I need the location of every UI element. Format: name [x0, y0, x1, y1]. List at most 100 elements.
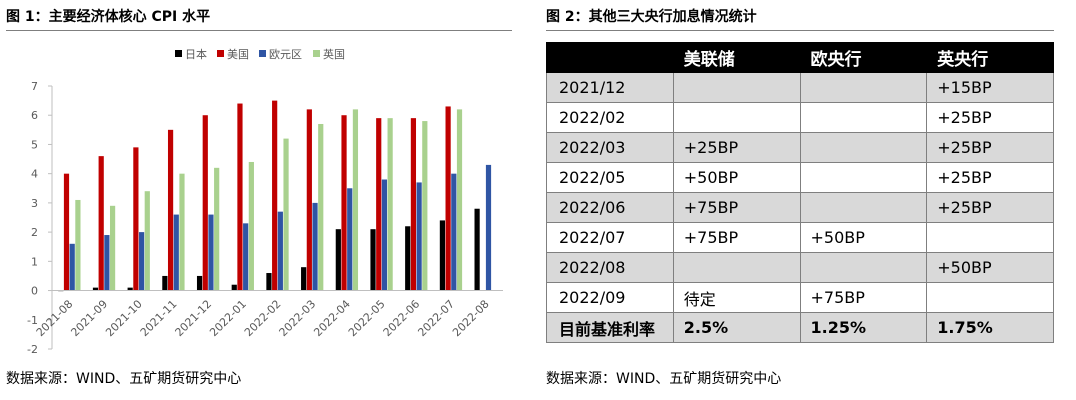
boe-cell: +50BP [926, 252, 1054, 283]
boe-cell: +25BP [926, 192, 1054, 223]
x-axis: 2021-082021-092021-102021-112021-122022-… [34, 290, 503, 339]
x-tick-label: 2021-09 [68, 297, 110, 339]
current-rate-label: 目前基准利率 [546, 312, 674, 343]
bar [485, 164, 492, 291]
bar [104, 235, 110, 291]
x-tick-label: 2022-05 [346, 297, 388, 339]
bar [173, 214, 179, 291]
bar [410, 118, 417, 291]
boe-rate-cell: 1.75% [926, 312, 1054, 343]
x-tick-label: 2021-12 [173, 297, 215, 339]
bar [352, 109, 359, 291]
legend-label: 英国 [323, 47, 345, 61]
boe-cell [926, 222, 1054, 253]
bar [474, 208, 480, 291]
table-row: 2022/09 待定 +75BP [546, 282, 1054, 313]
date-cell: 2021/12 [546, 72, 674, 103]
date-cell: 2022/05 [546, 162, 674, 193]
ecb-cell: +75BP [799, 282, 928, 313]
bar [98, 156, 104, 291]
table-row: 2022/03 +25BP +25BP [546, 132, 1054, 163]
bar [162, 275, 168, 291]
x-tick-label: 2022-03 [277, 297, 319, 339]
bar [167, 129, 174, 291]
date-cell: 2022/08 [546, 252, 674, 283]
table-row: 2022/07 +75BP +50BP [546, 222, 1054, 253]
bar [439, 220, 446, 291]
series-3 [69, 164, 492, 291]
bar [133, 147, 139, 291]
series-4 [75, 109, 463, 291]
boe-cell [926, 282, 1054, 313]
y-tick-label: 1 [31, 255, 38, 268]
bar [208, 214, 214, 291]
x-tick-label: 2021-10 [103, 297, 145, 339]
bar [138, 232, 145, 291]
ecb-cell [799, 252, 928, 283]
y-tick-label: 4 [31, 168, 38, 181]
date-cell: 2022/03 [546, 132, 674, 163]
bar [301, 267, 307, 291]
bar [214, 167, 220, 291]
bar [341, 115, 347, 291]
y-tick-label: 5 [31, 138, 38, 151]
ecb-cell [799, 102, 928, 133]
x-tick-label: 2022-01 [207, 297, 249, 339]
bar [75, 199, 81, 291]
table-source-note: 数据来源：WIND、五矿期货研究中心 [546, 371, 782, 387]
date-cell: 2022/02 [546, 102, 674, 133]
bar [196, 275, 203, 291]
date-cell: 2022/06 [546, 192, 674, 223]
x-tick-label: 2022-07 [415, 297, 457, 339]
fed-rate-cell: 2.5% [672, 312, 801, 343]
ecb-cell [799, 72, 928, 103]
boe-cell: +25BP [926, 162, 1054, 193]
boe-cell: +25BP [926, 132, 1054, 163]
x-tick-label: 2022-02 [242, 297, 284, 339]
fed-cell [672, 72, 801, 103]
bar [318, 123, 324, 291]
legend-label: 美国 [227, 48, 249, 61]
bar [370, 229, 376, 291]
series-2 [63, 100, 451, 291]
bar [272, 100, 278, 291]
header-cell-fed: 美联储 [672, 42, 801, 73]
bar [445, 106, 451, 291]
fed-cell: +25BP [672, 132, 801, 163]
bar [381, 179, 388, 291]
bar [456, 109, 463, 291]
fed-cell: +75BP [672, 192, 801, 223]
x-tick-label: 2022-04 [311, 297, 353, 339]
bar [335, 229, 341, 291]
bar [92, 287, 99, 291]
bar [248, 161, 254, 291]
legend-swatch [313, 50, 320, 57]
fed-cell: +75BP [672, 222, 801, 253]
header-cell-blank [546, 42, 674, 73]
bar [127, 287, 133, 291]
bar [387, 118, 393, 291]
table-row: 2022/06 +75BP +25BP [546, 192, 1054, 223]
fed-cell [672, 102, 801, 133]
bar [237, 103, 243, 291]
bar [283, 138, 289, 291]
bar [422, 121, 428, 291]
x-tick-label: 2022-06 [381, 297, 423, 339]
legend-label: 日本 [185, 47, 207, 61]
y-tick-label: -2 [27, 343, 38, 356]
bar [376, 118, 382, 291]
boe-cell: +25BP [926, 102, 1054, 133]
table-row-current-rate: 目前基准利率 2.5% 1.25% 1.75% [546, 312, 1054, 343]
fed-cell [672, 252, 801, 283]
legend-swatch [217, 50, 224, 57]
table-row: 2022/02 +25BP [546, 102, 1054, 133]
chart-legend: 日本 美国 欧元区 英国 [175, 47, 345, 61]
fed-cell: +50BP [672, 162, 801, 193]
bar [277, 211, 283, 291]
bar [202, 115, 208, 291]
series-1 [58, 208, 480, 292]
rate-hike-table: 美联储 欧央行 英央行 2021/12 +15BP 2022/02 +25BP … [546, 42, 1054, 343]
boe-cell: +15BP [926, 72, 1054, 103]
y-axis: -2 -1 0 1 2 3 4 5 6 7 [27, 80, 53, 356]
